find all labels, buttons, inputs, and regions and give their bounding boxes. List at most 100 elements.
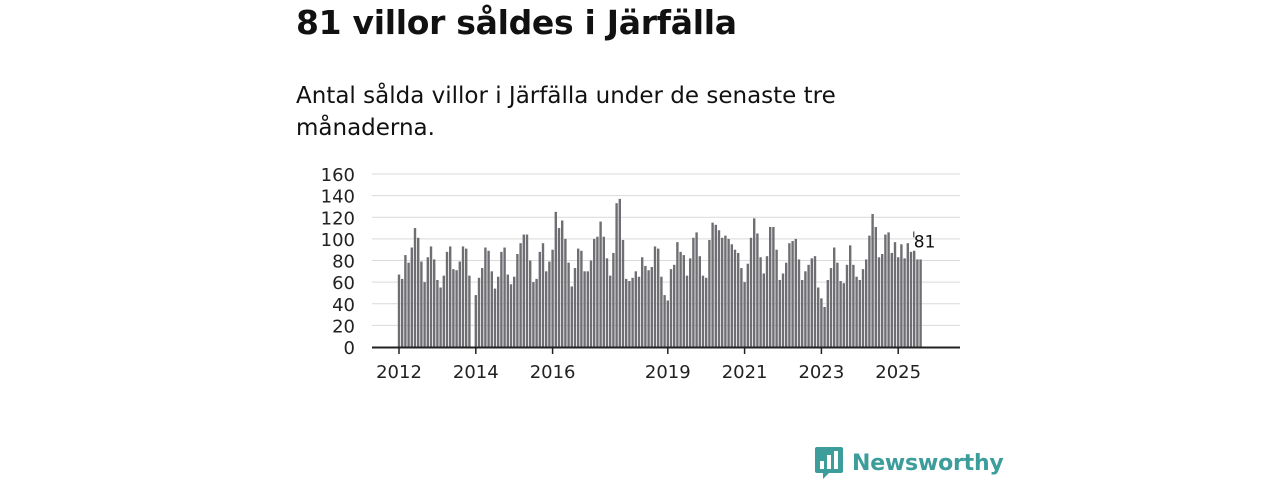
bar bbox=[509, 284, 513, 347]
bar bbox=[698, 256, 701, 347]
bar bbox=[663, 295, 666, 347]
bar bbox=[820, 298, 823, 347]
bar bbox=[634, 271, 637, 347]
bar bbox=[653, 246, 657, 347]
bar bbox=[727, 238, 730, 348]
bar bbox=[788, 243, 791, 347]
y-tick-label: 40 bbox=[332, 295, 355, 316]
bar bbox=[737, 252, 740, 347]
bar bbox=[513, 276, 516, 347]
bar bbox=[452, 269, 455, 347]
bar bbox=[644, 265, 647, 347]
bar bbox=[538, 251, 541, 347]
bar bbox=[516, 254, 519, 347]
bar bbox=[573, 268, 577, 347]
bar bbox=[740, 268, 743, 347]
x-tick-label: 2025 bbox=[875, 362, 921, 383]
bar bbox=[711, 222, 714, 347]
bar bbox=[919, 259, 922, 347]
bar bbox=[500, 251, 503, 347]
bar bbox=[685, 275, 689, 347]
bar bbox=[413, 228, 417, 347]
bar bbox=[465, 248, 468, 347]
bar bbox=[404, 255, 407, 347]
bar bbox=[589, 260, 593, 347]
bar bbox=[484, 247, 487, 347]
bar bbox=[522, 234, 525, 347]
bar bbox=[580, 250, 583, 347]
bar bbox=[545, 271, 548, 347]
bar bbox=[890, 252, 893, 347]
chart-subtitle: Antal sålda villor i Järfälla under de s… bbox=[296, 83, 836, 141]
bar bbox=[861, 269, 865, 347]
bar bbox=[813, 256, 817, 347]
bar bbox=[474, 295, 477, 347]
bar bbox=[689, 258, 692, 347]
bar bbox=[721, 237, 724, 347]
bar bbox=[535, 278, 538, 347]
bar bbox=[826, 279, 829, 347]
bar bbox=[852, 264, 855, 347]
bar bbox=[442, 275, 445, 347]
bar bbox=[433, 259, 436, 347]
bar bbox=[458, 261, 461, 347]
bar bbox=[801, 279, 804, 347]
bar bbox=[791, 241, 794, 347]
brand-name: Newsworthy bbox=[852, 450, 1004, 476]
bar bbox=[865, 259, 868, 347]
y-tick-label: 120 bbox=[321, 208, 355, 229]
bar bbox=[618, 198, 621, 347]
bar bbox=[823, 306, 826, 347]
bar bbox=[849, 245, 852, 347]
bar bbox=[497, 276, 500, 347]
bar bbox=[481, 268, 484, 347]
bar bbox=[692, 237, 695, 347]
bar bbox=[855, 276, 858, 347]
bar bbox=[410, 247, 413, 347]
bar bbox=[461, 246, 465, 347]
x-tick-label: 2016 bbox=[530, 362, 576, 383]
bar bbox=[781, 273, 785, 347]
y-tick-label: 100 bbox=[321, 230, 355, 251]
bar bbox=[445, 251, 449, 347]
bar bbox=[641, 257, 644, 347]
bar bbox=[682, 255, 685, 347]
bar bbox=[650, 266, 653, 347]
bar bbox=[615, 203, 618, 347]
bar bbox=[881, 254, 884, 347]
bar bbox=[609, 275, 612, 347]
bar bbox=[586, 271, 589, 347]
bar bbox=[909, 251, 913, 347]
page-title: 81 villor såldes i Järfälla bbox=[296, 3, 737, 42]
bar bbox=[429, 246, 433, 347]
bar bbox=[596, 236, 599, 347]
bar bbox=[631, 277, 634, 347]
bar bbox=[519, 243, 522, 347]
bar bbox=[506, 274, 509, 347]
bar bbox=[753, 218, 756, 347]
bar bbox=[551, 249, 554, 347]
bar bbox=[765, 256, 769, 347]
x-tick-label: 2019 bbox=[645, 362, 691, 383]
bar bbox=[577, 248, 580, 347]
bar bbox=[525, 234, 529, 347]
bar bbox=[426, 257, 429, 347]
x-tick-label: 2014 bbox=[453, 362, 499, 383]
bar bbox=[906, 243, 909, 347]
bar bbox=[417, 237, 420, 347]
bar bbox=[868, 235, 871, 347]
bar bbox=[842, 283, 845, 347]
bar bbox=[612, 252, 615, 347]
bar bbox=[903, 258, 906, 347]
bar bbox=[695, 232, 698, 347]
x-tick-label: 2012 bbox=[376, 362, 422, 383]
bar bbox=[637, 276, 641, 347]
bar bbox=[676, 242, 679, 347]
bar bbox=[839, 281, 842, 347]
bar bbox=[858, 279, 861, 347]
bar bbox=[605, 258, 609, 347]
bar bbox=[621, 239, 625, 347]
bar bbox=[593, 238, 596, 348]
bar bbox=[439, 287, 442, 347]
